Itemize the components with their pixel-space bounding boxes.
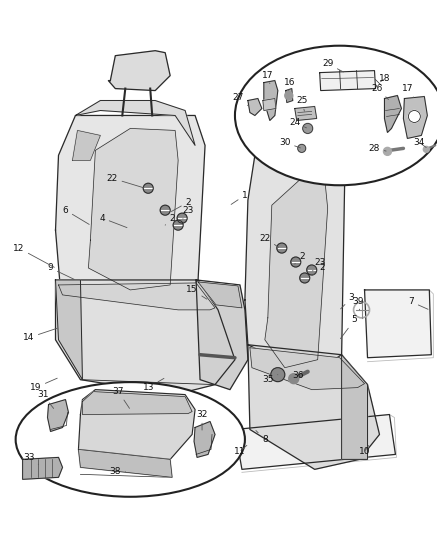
Text: 6: 6 [63, 206, 89, 224]
Text: 2: 2 [295, 252, 304, 264]
Polygon shape [196, 280, 248, 390]
Circle shape [291, 257, 301, 267]
Polygon shape [198, 282, 242, 308]
Text: 17: 17 [262, 71, 274, 84]
Circle shape [289, 374, 299, 384]
Polygon shape [248, 345, 379, 470]
Circle shape [300, 273, 310, 283]
Text: 2: 2 [171, 198, 191, 212]
Polygon shape [108, 51, 170, 91]
Text: 19: 19 [30, 378, 57, 392]
Text: 10: 10 [359, 446, 370, 456]
Text: 33: 33 [23, 453, 39, 464]
Text: 29: 29 [322, 59, 343, 72]
Ellipse shape [16, 382, 245, 497]
Polygon shape [255, 140, 345, 185]
Text: 13: 13 [142, 378, 164, 392]
Circle shape [298, 144, 306, 152]
Polygon shape [78, 390, 195, 459]
Circle shape [271, 368, 285, 382]
Polygon shape [268, 88, 332, 131]
Polygon shape [56, 280, 235, 394]
Text: 24: 24 [289, 118, 307, 128]
Text: 2: 2 [165, 214, 175, 225]
Text: 2: 2 [313, 263, 325, 275]
Circle shape [408, 110, 420, 123]
Polygon shape [264, 80, 278, 120]
Polygon shape [265, 175, 328, 368]
Polygon shape [403, 96, 427, 139]
Text: 38: 38 [110, 467, 125, 476]
Text: 27: 27 [232, 93, 248, 106]
Text: 28: 28 [369, 144, 386, 153]
Text: 14: 14 [23, 328, 57, 342]
Text: 30: 30 [279, 138, 300, 148]
Circle shape [424, 147, 429, 152]
Polygon shape [364, 290, 431, 358]
Text: 39: 39 [352, 297, 363, 310]
Polygon shape [72, 131, 100, 160]
Polygon shape [245, 155, 345, 375]
Polygon shape [23, 457, 63, 479]
Polygon shape [248, 99, 262, 116]
Text: 9: 9 [48, 263, 74, 279]
Polygon shape [250, 348, 364, 390]
Text: 31: 31 [37, 390, 54, 408]
Polygon shape [263, 99, 276, 110]
Text: 4: 4 [99, 214, 127, 228]
Circle shape [285, 92, 293, 100]
Text: 26: 26 [372, 84, 389, 100]
Text: 3: 3 [341, 293, 354, 309]
Text: 5: 5 [340, 316, 357, 338]
Polygon shape [295, 107, 317, 120]
Circle shape [277, 243, 287, 253]
Text: 34: 34 [413, 138, 426, 148]
Circle shape [173, 220, 183, 230]
Text: 36: 36 [292, 371, 304, 380]
Text: 17: 17 [402, 84, 413, 98]
Text: 35: 35 [262, 375, 278, 384]
Circle shape [177, 213, 187, 223]
Circle shape [307, 265, 317, 275]
Text: 16: 16 [284, 78, 296, 91]
Text: 23: 23 [313, 257, 325, 271]
Polygon shape [56, 280, 82, 379]
Text: 1: 1 [231, 191, 248, 205]
Polygon shape [88, 128, 178, 290]
Text: 25: 25 [296, 96, 307, 111]
Text: 22: 22 [107, 174, 144, 188]
Text: 32: 32 [196, 410, 208, 430]
Polygon shape [385, 95, 401, 132]
Text: 23: 23 [182, 206, 194, 219]
Polygon shape [235, 415, 396, 470]
Circle shape [384, 148, 392, 155]
Polygon shape [78, 449, 172, 478]
Polygon shape [320, 71, 375, 91]
Polygon shape [342, 355, 367, 459]
Text: 22: 22 [259, 233, 279, 247]
Polygon shape [48, 400, 68, 432]
Polygon shape [56, 116, 205, 305]
Text: 7: 7 [409, 297, 428, 309]
Polygon shape [194, 422, 215, 457]
Circle shape [303, 124, 313, 133]
Text: 18: 18 [379, 74, 390, 83]
Polygon shape [82, 392, 192, 415]
Ellipse shape [235, 46, 438, 185]
Polygon shape [286, 88, 293, 102]
Text: 11: 11 [234, 446, 247, 456]
Circle shape [143, 183, 153, 193]
Text: 37: 37 [113, 387, 130, 408]
Text: 15: 15 [186, 286, 207, 299]
Circle shape [160, 205, 170, 215]
Polygon shape [75, 101, 195, 146]
Text: 12: 12 [13, 244, 54, 268]
Text: 8: 8 [256, 431, 268, 444]
Polygon shape [59, 283, 215, 310]
